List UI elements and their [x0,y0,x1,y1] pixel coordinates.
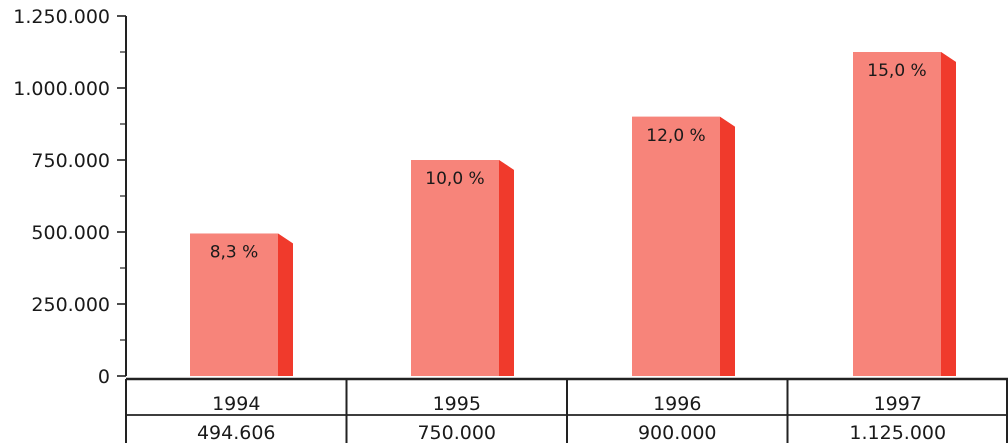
bar [190,233,278,376]
bar-side-face [941,52,956,376]
y-tick-label: 1.000.000 [13,78,110,100]
x-category-label: 1997 [874,393,922,415]
table-value-cell: 494.606 [197,422,276,443]
bar-side-face [278,233,293,376]
y-tick-label: 1.250.000 [13,6,110,28]
y-axis: 0 250.000 500.000 750.000 1.000.000 1.250.000 [13,6,127,388]
bar [411,160,499,376]
bar [853,52,941,376]
data-table: 1994 494.606 1995 750.000 1996 900.000 1997 1.1… [125,377,1008,443]
bars: 8,3 % 10,0 % 12,0 % 15,0 % [190,52,956,377]
bar-value-label: 8,3 % [210,243,259,263]
table-value-cell: 900.000 [638,422,717,443]
x-category-label: 1994 [212,393,260,415]
bar-value-label: 12,0 % [646,126,705,146]
y-tick-label: 500.000 [31,222,110,244]
x-category-label: 1996 [653,393,701,415]
x-category-label: 1995 [433,393,481,415]
bar-value-label: 15,0 % [867,61,926,81]
table-value-cell: 750.000 [417,422,496,443]
bar-side-face [720,116,735,377]
y-tick-label: 250.000 [31,294,110,316]
bar-value-label: 10,0 % [425,169,484,189]
y-tick-label: 750.000 [31,150,110,172]
table-value-cell: 1.125.000 [849,422,946,443]
bar [632,116,720,377]
bar-side-face [499,160,514,376]
y-tick-label: 0 [98,366,110,388]
